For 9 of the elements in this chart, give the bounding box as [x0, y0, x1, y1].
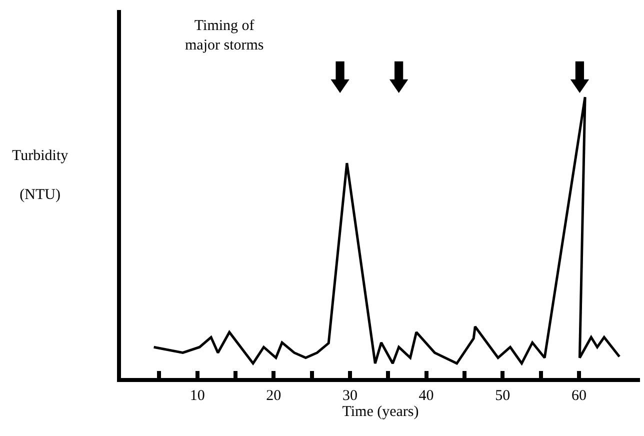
x-tick-label: 40: [418, 388, 434, 404]
x-tick-label: 50: [495, 388, 510, 404]
x-tick-label: 60: [571, 388, 586, 404]
x-tick-label: 20: [266, 388, 282, 404]
text: Timing of major storms: [185, 18, 264, 54]
text: Turbidity (NTU): [12, 148, 68, 203]
x-tick-label: 10: [190, 388, 205, 404]
x-axis-title: Time (years): [342, 404, 419, 420]
x-tick-label: 30: [342, 388, 358, 404]
